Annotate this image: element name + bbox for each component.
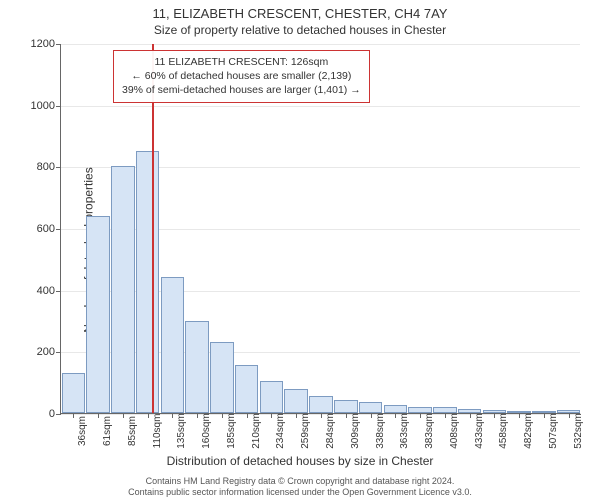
bar — [62, 373, 86, 413]
xtick-label: 85sqm — [123, 416, 138, 446]
ytick-label: 1200 — [31, 38, 61, 50]
xtick-label: 160sqm — [197, 413, 212, 449]
ytick-label: 0 — [49, 408, 61, 420]
ytick-label: 400 — [37, 285, 61, 297]
gridline-h — [61, 44, 580, 45]
xtick-label: 61sqm — [98, 416, 113, 446]
footer-line1: Contains HM Land Registry data © Crown c… — [146, 476, 455, 486]
plot-area: 11 ELIZABETH CRESCENT: 126sqm← 60% of de… — [60, 44, 580, 414]
bar — [384, 405, 408, 413]
bar — [185, 321, 209, 414]
callout-box: 11 ELIZABETH CRESCENT: 126sqm← 60% of de… — [113, 50, 370, 103]
xtick-label: 210sqm — [247, 413, 262, 449]
xtick-label: 338sqm — [371, 413, 386, 449]
ytick-label: 800 — [37, 161, 61, 173]
xtick-label: 532sqm — [569, 413, 584, 449]
bar — [334, 400, 358, 413]
xtick-label: 110sqm — [148, 414, 163, 449]
xtick-label: 185sqm — [222, 413, 237, 449]
bar — [359, 402, 383, 413]
bar — [309, 396, 333, 413]
xtick-label: 259sqm — [296, 413, 311, 449]
bar — [161, 277, 185, 413]
bar — [260, 381, 284, 413]
footer-attribution: Contains HM Land Registry data © Crown c… — [0, 476, 600, 499]
callout-line: 39% of semi-detached houses are larger (… — [122, 83, 361, 97]
xtick-label: 135sqm — [172, 413, 187, 449]
xtick-label: 458sqm — [494, 413, 509, 449]
xtick-label: 433sqm — [470, 413, 485, 449]
page-title: 11, ELIZABETH CRESCENT, CHESTER, CH4 7AY — [0, 0, 600, 21]
xtick-label: 234sqm — [271, 413, 286, 449]
x-axis-label: Distribution of detached houses by size … — [0, 454, 600, 468]
bar — [284, 389, 308, 413]
xtick-label: 482sqm — [519, 413, 534, 449]
xtick-label: 383sqm — [420, 413, 435, 449]
chart-container: 11, ELIZABETH CRESCENT, CHESTER, CH4 7AY… — [0, 0, 600, 500]
footer-line2: Contains public sector information licen… — [128, 487, 472, 497]
callout-line: ← 60% of detached houses are smaller (2,… — [122, 69, 361, 83]
xtick-label: 507sqm — [544, 413, 559, 449]
ytick-label: 200 — [37, 346, 61, 358]
callout-line: 11 ELIZABETH CRESCENT: 126sqm — [122, 55, 361, 69]
bar — [136, 151, 160, 413]
xtick-label: 284sqm — [321, 413, 336, 449]
xtick-label: 363sqm — [395, 413, 410, 449]
bar — [111, 166, 135, 413]
xtick-label: 36sqm — [73, 416, 88, 446]
gridline-h — [61, 106, 580, 107]
bar — [210, 342, 234, 413]
xtick-label: 309sqm — [346, 413, 361, 449]
page-subtitle: Size of property relative to detached ho… — [0, 21, 600, 37]
ytick-label: 1000 — [31, 100, 61, 112]
xtick-label: 408sqm — [445, 413, 460, 449]
bar — [235, 365, 259, 413]
ytick-label: 600 — [37, 223, 61, 235]
bar — [86, 216, 110, 413]
